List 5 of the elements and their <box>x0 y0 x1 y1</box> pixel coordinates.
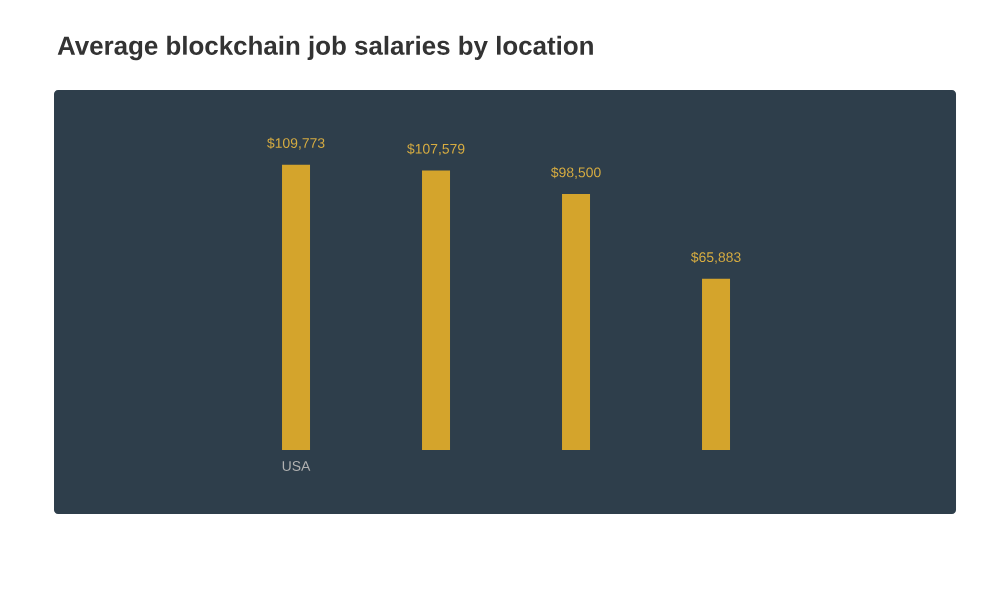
bar <box>702 278 731 450</box>
bar <box>562 193 591 450</box>
bar <box>422 170 451 450</box>
bar <box>282 164 311 450</box>
chart-title: Average blockchain job salaries by location <box>57 35 593 61</box>
